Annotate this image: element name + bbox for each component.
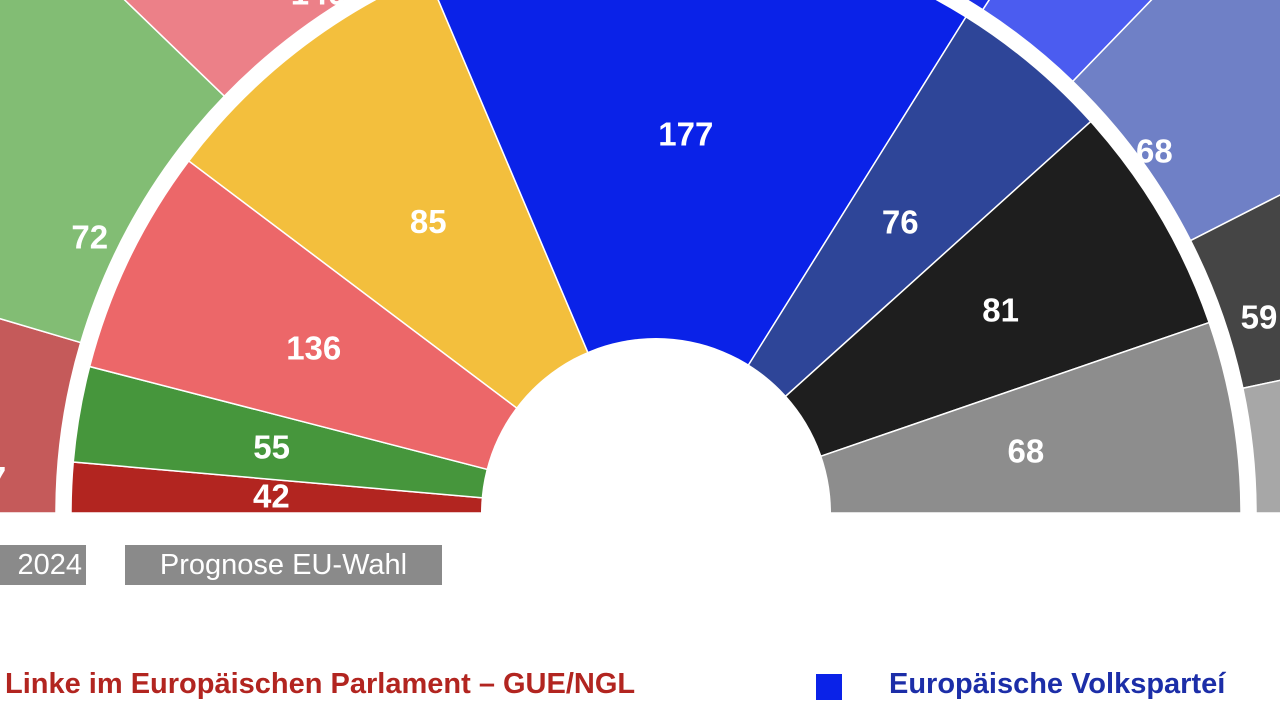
inner-value-label: 55 xyxy=(253,428,290,465)
outer-value-label: 72 xyxy=(71,218,108,255)
outer-value-label: 59 xyxy=(1241,299,1278,336)
inner-segment xyxy=(437,0,968,515)
legend-epp-label: Europäische Volksparteí xyxy=(889,668,1226,700)
outer-hemicycle-2024 xyxy=(0,0,1280,514)
legend-epp-swatch xyxy=(816,674,842,700)
outer-value-label: 7 xyxy=(0,460,6,497)
legend-gue-ngl-label: Linke im Europäischen Parlament – GUE/NG… xyxy=(5,668,636,700)
caption-2024: 2024 xyxy=(0,545,86,585)
hemicycle-center xyxy=(481,338,831,688)
outer-value-label: 140 xyxy=(291,0,346,12)
inner-value-label: 85 xyxy=(410,203,447,240)
caption-prognose: Prognose EU-Wahl xyxy=(125,545,442,585)
segment-labels: 7 72 140 68 59 42 55 136 85 177 76 81 68 xyxy=(0,0,1277,515)
inner-value-label: 81 xyxy=(982,291,1019,328)
inner-value-label: 68 xyxy=(1007,433,1044,470)
inner-value-label: 136 xyxy=(286,329,341,366)
inner-value-label: 42 xyxy=(253,478,290,515)
inner-value-label: 76 xyxy=(882,203,919,240)
outer-value-label: 68 xyxy=(1136,132,1173,169)
inner-value-label: 177 xyxy=(658,116,713,153)
